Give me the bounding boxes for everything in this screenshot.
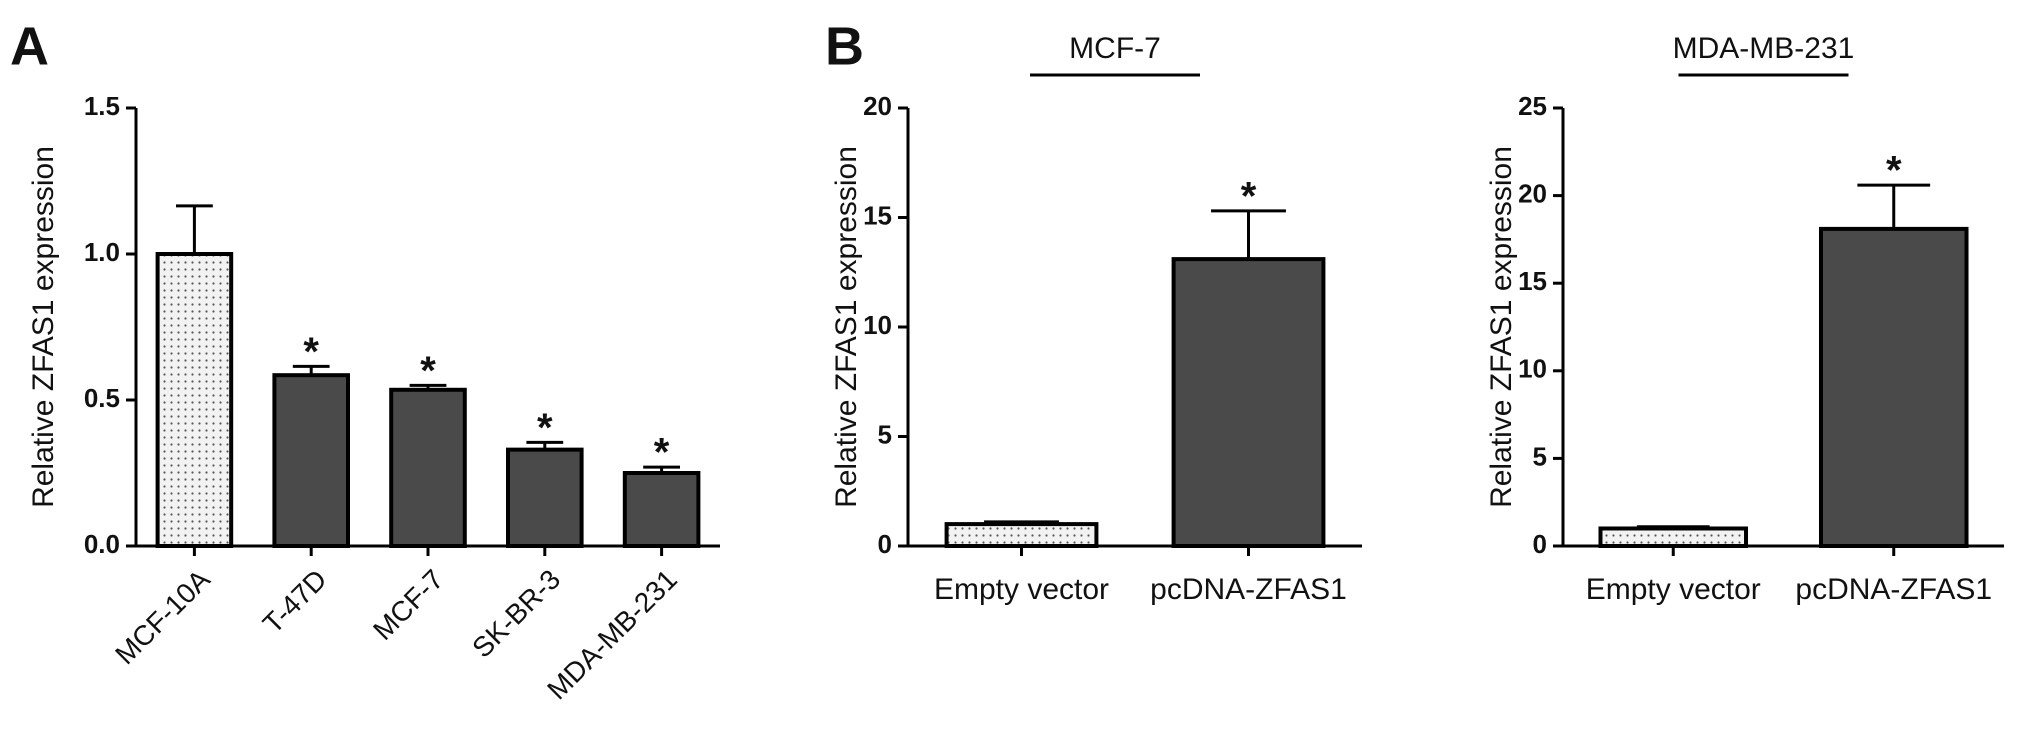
panel-label: A	[10, 16, 49, 76]
y-tick-label: 20	[1518, 178, 1547, 208]
panel-label: B	[825, 16, 864, 76]
y-tick-label: 10	[863, 310, 892, 340]
y-tick-label: 1.0	[84, 237, 120, 267]
y-tick-label: 1.5	[84, 91, 120, 121]
y-axis-label: Relative ZFAS1 expression	[27, 146, 60, 508]
x-tick-label: MCF-7	[367, 564, 449, 646]
chart-title: MCF-7	[1069, 32, 1161, 65]
significance-star: *	[654, 431, 670, 475]
y-axis-label: Relative ZFAS1 expression	[1485, 146, 1518, 508]
y-tick-label: 5	[1533, 441, 1547, 471]
chart-title: MDA-MB-231	[1673, 32, 1855, 65]
x-tick-label: T-47D	[257, 564, 333, 640]
y-tick-label: 15	[863, 200, 892, 230]
bar	[389, 387, 467, 548]
y-tick-label: 0	[878, 529, 892, 559]
significance-star: *	[420, 349, 436, 393]
x-tick-label: Empty vector	[934, 573, 1109, 606]
y-tick-label: 10	[1518, 354, 1547, 384]
y-tick-label: 0.5	[84, 383, 120, 413]
bar	[1171, 257, 1326, 548]
significance-star: *	[537, 406, 553, 450]
y-tick-label: 0	[1533, 529, 1547, 559]
significance-star: *	[1886, 149, 1902, 193]
bar	[272, 373, 350, 548]
y-tick-label: 0.0	[84, 529, 120, 559]
bar-pattern	[1602, 530, 1745, 544]
y-tick-label: 15	[1518, 266, 1547, 296]
x-tick-label: MCF-10A	[109, 563, 216, 670]
x-tick-label: pcDNA-ZFAS1	[1795, 573, 1992, 606]
y-tick-label: 5	[878, 419, 892, 449]
bar-pattern	[948, 526, 1095, 544]
bar	[622, 471, 701, 548]
y-axis-label: Relative ZFAS1 expression	[830, 146, 863, 508]
y-tick-label: 20	[863, 91, 892, 121]
bar	[506, 447, 584, 549]
y-tick-label: 25	[1518, 91, 1547, 121]
x-tick-label: SK-BR-3	[466, 564, 566, 664]
x-tick-label: pcDNA-ZFAS1	[1150, 573, 1347, 606]
bar	[1818, 226, 1969, 548]
x-tick-label: Empty vector	[1586, 573, 1761, 606]
significance-star: *	[1241, 174, 1257, 218]
significance-star: *	[303, 330, 319, 374]
bar-pattern	[159, 256, 230, 544]
